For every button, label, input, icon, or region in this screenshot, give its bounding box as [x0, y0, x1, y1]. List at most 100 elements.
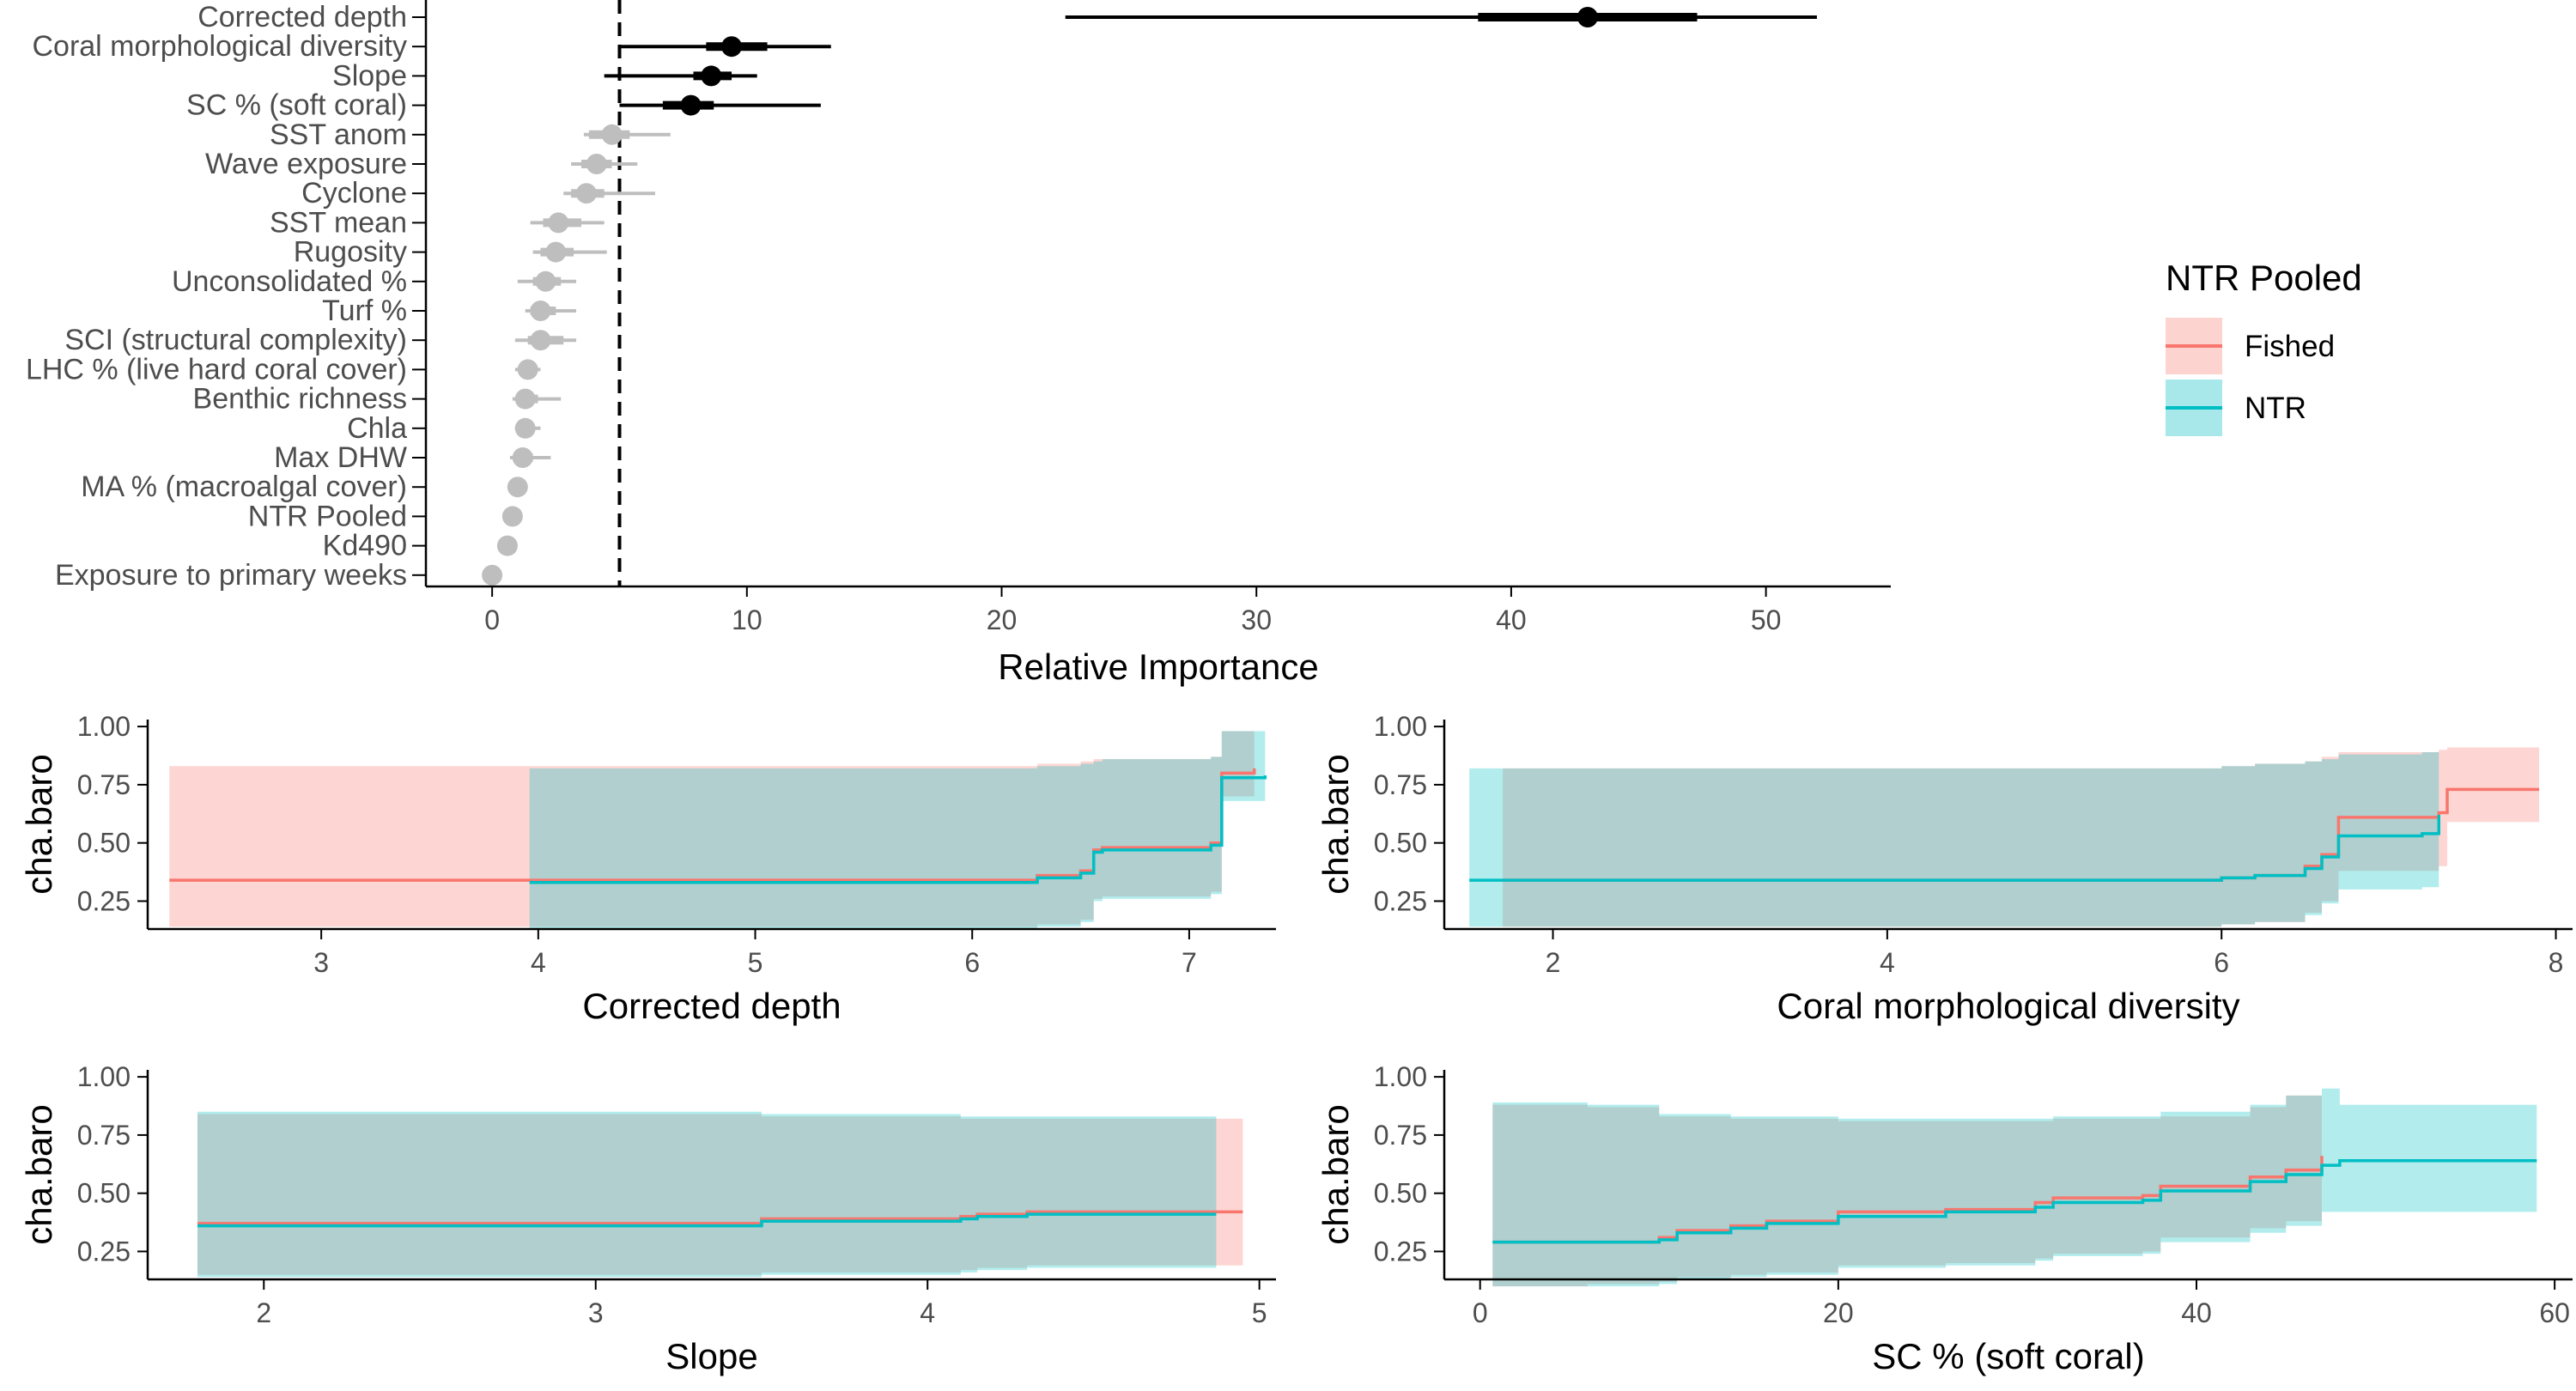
importance-point	[545, 241, 567, 263]
fished-ribbon	[1492, 1081, 2322, 1287]
importance-row: Kd490	[323, 530, 518, 562]
ntr-ribbon	[1492, 1088, 2537, 1287]
importance-point	[535, 270, 556, 292]
x-tick-label: 30	[1241, 604, 1272, 635]
x-axis-title: Coral morphological diversity	[1777, 986, 2239, 1026]
x-tick-label: 40	[2181, 1297, 2212, 1328]
ntr-line	[197, 1212, 1217, 1228]
importance-row: Wave exposure	[205, 148, 638, 180]
importance-point	[496, 535, 518, 556]
y-tick-label: 0.75	[1374, 1120, 1427, 1151]
importance-point	[507, 477, 528, 498]
x-tick-label: 0	[1473, 1297, 1488, 1328]
importance-row: MA % (macroalgal cover)	[81, 471, 528, 503]
variable-label: Turf %	[322, 295, 407, 327]
importance-point	[586, 154, 607, 174]
importance-row: Benthic richness	[193, 383, 562, 416]
variable-label: Cyclone	[301, 177, 407, 210]
variable-label: NTR Pooled	[248, 500, 407, 532]
dependence-panel: 0.25 0.50 0.75 1.00 3 4 5 6 7 cha.baro Corrected d…	[19, 711, 1276, 1026]
y-axis-title: cha.baro	[19, 754, 59, 894]
ntr-ribbon	[1469, 750, 2439, 927]
legend: NTR Pooled Fished NTR	[2166, 258, 2362, 436]
fished-ribbon	[169, 726, 1255, 927]
x-tick-label: 7	[1182, 947, 1197, 978]
y-tick-label: 1.00	[77, 1061, 131, 1092]
importance-point	[548, 212, 569, 234]
x-tick-label: 20	[1823, 1297, 1854, 1328]
x-tick-label: 10	[732, 604, 762, 635]
x-tick-label: 6	[2214, 947, 2229, 978]
ntr-line	[1469, 815, 2441, 882]
y-axis-title: cha.baro	[1315, 1104, 1356, 1244]
importance-point	[721, 36, 743, 58]
y-tick-label: 0.75	[77, 769, 131, 800]
x-tick-label: 40	[1496, 604, 1527, 635]
importance-point	[601, 124, 623, 145]
importance-point	[701, 65, 722, 87]
y-tick-label: 0.50	[1374, 828, 1427, 859]
importance-point	[680, 94, 702, 116]
variable-label: Exposure to primary weeks	[55, 559, 407, 592]
y-axis-title: cha.baro	[19, 1104, 59, 1244]
x-tick-label: 2	[256, 1297, 271, 1328]
variable-label: Max DHW	[274, 441, 407, 474]
x-tick-label: 4	[920, 1297, 935, 1328]
importance-row: SC % (soft coral)	[186, 89, 821, 122]
importance-row: LHC % (live hard coral cover)	[26, 353, 541, 386]
importance-row: Corrected depth	[197, 1, 1817, 33]
x-tick-label: 50	[1751, 604, 1782, 635]
importance-point	[514, 417, 536, 439]
y-tick-label: 0.50	[77, 1178, 131, 1209]
legend-label: Fished	[2245, 330, 2335, 363]
dependence-panel: 0.25 0.50 0.75 1.00 2 4 6 8 cha.baro Coral morpho…	[1315, 711, 2573, 1026]
dependence-panel: 0.25 0.50 0.75 1.00 2 3 4 5 cha.baro Slope	[19, 1061, 1276, 1376]
y-tick-label: 1.00	[1374, 1061, 1427, 1092]
x-tick-label: 8	[2549, 947, 2564, 978]
x-axis-title: Relative Importance	[998, 647, 1319, 687]
x-axis-title: Corrected depth	[582, 986, 841, 1026]
importance-row: SCI (structural complexity)	[64, 324, 577, 356]
ntr-ribbon	[529, 726, 1266, 929]
ntr-line	[1492, 1158, 2537, 1244]
variable-label: Chla	[347, 412, 407, 445]
importance-row: SST mean	[270, 206, 605, 239]
variable-label: SC % (soft coral)	[186, 89, 407, 122]
x-tick-label: 6	[964, 947, 980, 978]
y-tick-label: 1.00	[1374, 711, 1427, 742]
variable-label: Rugosity	[294, 236, 407, 269]
importance-point	[501, 506, 523, 527]
importance-point	[514, 388, 536, 410]
fished-ribbon	[197, 1114, 1243, 1275]
importance-point	[1577, 7, 1598, 27]
fished-ribbon	[1503, 747, 2540, 927]
importance-row: Coral morphological diversity	[32, 30, 831, 63]
variable-label: Corrected depth	[197, 1, 407, 33]
y-tick-label: 0.75	[77, 1120, 131, 1151]
importance-row: Rugosity	[294, 236, 607, 269]
y-tick-label: 0.25	[77, 1236, 131, 1266]
x-tick-label: 2	[1546, 947, 1561, 978]
legend-label: NTR	[2245, 392, 2306, 425]
importance-point	[517, 359, 538, 380]
importance-row: Slope	[332, 59, 757, 92]
x-axis-title: SC % (soft coral)	[1872, 1336, 2144, 1376]
importance-row: Exposure to primary weeks	[55, 559, 503, 592]
variable-label: SST anom	[270, 118, 407, 151]
importance-row: Chla	[347, 412, 541, 445]
x-tick-label: 20	[987, 604, 1018, 635]
dependence-panel: 0.25 0.50 0.75 1.00 0 20 40 60 cha.baro SC % (sof…	[1315, 1061, 2573, 1376]
importance-row: Max DHW	[274, 441, 551, 474]
importance-row: Cyclone	[301, 177, 656, 210]
variable-label: Unconsolidated %	[172, 265, 407, 298]
variable-label: Kd490	[323, 530, 407, 562]
y-tick-label: 0.25	[77, 885, 131, 916]
importance-row: SST anom	[270, 118, 671, 151]
legend-title: NTR Pooled	[2166, 258, 2362, 298]
importance-point	[530, 330, 551, 351]
y-tick-label: 0.50	[1374, 1178, 1427, 1209]
x-tick-label: 3	[588, 1297, 604, 1328]
importance-point	[482, 564, 503, 586]
